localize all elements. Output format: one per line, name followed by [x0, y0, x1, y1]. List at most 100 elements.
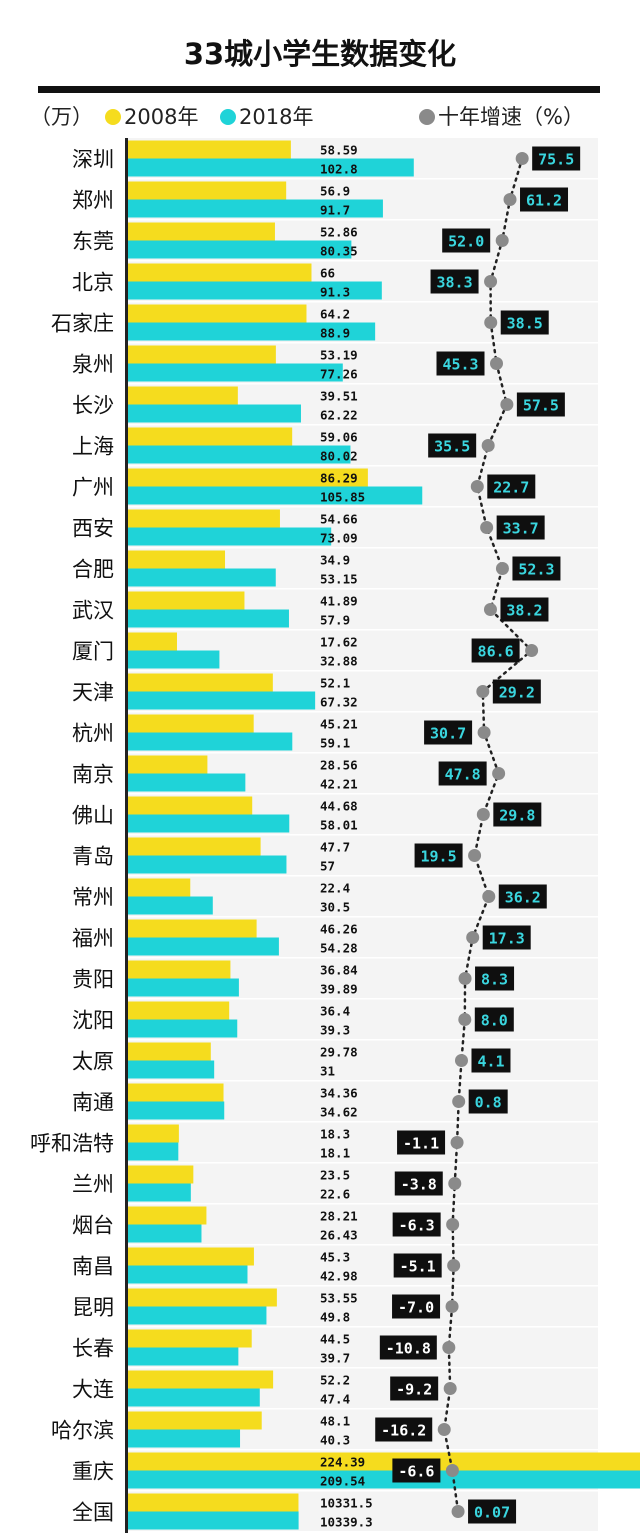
row-separator [128, 1203, 598, 1205]
value-label-2008: 18.3 [320, 1127, 350, 1142]
category-label: 长沙 [72, 394, 114, 418]
bar-2018 [128, 1347, 239, 1366]
category-label: 全国 [72, 1501, 114, 1525]
category-label: 南通 [72, 1091, 114, 1115]
category-label: 东莞 [72, 230, 114, 254]
value-label-2008: 86.29 [320, 471, 358, 486]
rate-value-label: -7.0 [398, 1299, 434, 1317]
rate-value-label: 36.2 [505, 889, 541, 907]
value-label-2018: 58.01 [320, 818, 358, 833]
category-label: 北京 [72, 271, 114, 295]
bar-2008 [128, 1165, 194, 1184]
rate-value-label: -10.8 [386, 1340, 431, 1358]
bar-2008 [128, 919, 257, 938]
rate-label-box [471, 1048, 511, 1073]
bar-2018 [128, 691, 316, 710]
row-separator [128, 629, 598, 631]
bar-2018 [128, 404, 301, 423]
rate-point [454, 1054, 468, 1067]
row-separator [128, 424, 598, 426]
legend-swatch-2018 [220, 109, 236, 125]
rate-point [477, 726, 491, 739]
rate-point [484, 275, 498, 288]
bar-2018 [128, 158, 414, 177]
rate-value-label: 17.3 [489, 930, 525, 948]
bar-2008 [128, 878, 191, 897]
rate-point [525, 644, 539, 657]
value-label-2008: 52.1 [320, 676, 350, 691]
value-label-2018: 10339.3 [320, 1515, 373, 1530]
category-label: 南京 [72, 763, 114, 787]
bar-2008 [128, 755, 208, 774]
value-label-2018: 105.85 [320, 490, 365, 505]
value-label-2018: 39.3 [320, 1023, 350, 1038]
bar-2008 [128, 1001, 230, 1020]
value-label-2008: 41.89 [320, 594, 358, 609]
bar-2008 [128, 837, 261, 856]
value-label-2018: 47.4 [320, 1392, 350, 1407]
bar-2008 [128, 796, 253, 815]
row-separator [128, 342, 598, 344]
rate-point [443, 1382, 457, 1395]
rate-value-label: 45.3 [442, 356, 478, 374]
rate-line [442, 157, 534, 1513]
bar-2008 [128, 960, 231, 979]
value-label-2008: 56.9 [320, 184, 350, 199]
rate-label-box [482, 925, 531, 950]
rate-value-label: -16.2 [381, 1422, 426, 1440]
row-separator [128, 1449, 598, 1451]
category-label: 烟台 [72, 1214, 114, 1238]
category-label: 呼和浩特 [30, 1132, 114, 1156]
bar-2018 [128, 896, 213, 915]
rate-label-box [520, 187, 569, 212]
rate-point [451, 1505, 465, 1518]
rate-point [445, 1464, 459, 1477]
category-label: 重庆 [72, 1460, 114, 1484]
legend-2008: 2008年 [124, 105, 198, 129]
value-label-2008: 44.68 [320, 799, 358, 814]
rate-value-label: 57.5 [523, 397, 559, 415]
value-label-2008: 47.7 [320, 840, 350, 855]
category-label: 太原 [72, 1050, 114, 1074]
bar-2008 [128, 1452, 640, 1471]
value-label-2018: 77.26 [320, 367, 358, 382]
rate-label-box [392, 1294, 441, 1319]
value-label-2018: 57.9 [320, 613, 350, 628]
row-separator [128, 1326, 598, 1328]
bar-2018 [128, 363, 343, 382]
category-label: 青岛 [72, 845, 114, 869]
y-axis-line [125, 138, 128, 1533]
rate-value-label: 8.3 [481, 971, 508, 989]
bar-2018 [128, 1388, 260, 1407]
category-label: 杭州 [72, 722, 114, 746]
value-label-2008: 224.39 [320, 1455, 365, 1470]
row-separator [128, 1285, 598, 1287]
bar-2008 [128, 181, 287, 200]
rate-label-box [390, 1376, 439, 1401]
value-label-2018: 31 [320, 1064, 335, 1079]
bar-2008 [128, 427, 293, 446]
value-label-2008: 22.4 [320, 881, 350, 896]
rate-value-label: 29.8 [499, 807, 535, 825]
bar-2008 [128, 1288, 277, 1307]
rate-value-label: 19.5 [421, 848, 457, 866]
bar-2018 [128, 1470, 640, 1489]
rate-point [480, 521, 494, 534]
bar-2008 [128, 1083, 224, 1102]
rate-value-label: 38.5 [507, 315, 543, 333]
rate-label-box [471, 638, 520, 663]
bar-2018 [128, 937, 279, 956]
row-separator [128, 178, 598, 180]
rate-point [484, 316, 498, 329]
value-label-2008: 44.5 [320, 1332, 350, 1347]
rate-label-box [496, 515, 545, 540]
rate-point [481, 439, 495, 452]
rate-value-label: -5.1 [400, 1258, 436, 1276]
bar-2018 [128, 978, 239, 997]
value-label-2018: 30.5 [320, 900, 350, 915]
value-label-2018: 53.15 [320, 572, 358, 587]
rate-value-label: 61.2 [526, 192, 562, 210]
bar-2008 [128, 509, 280, 528]
value-label-2008: 28.21 [320, 1209, 358, 1224]
value-label-2018: 80.02 [320, 449, 358, 464]
